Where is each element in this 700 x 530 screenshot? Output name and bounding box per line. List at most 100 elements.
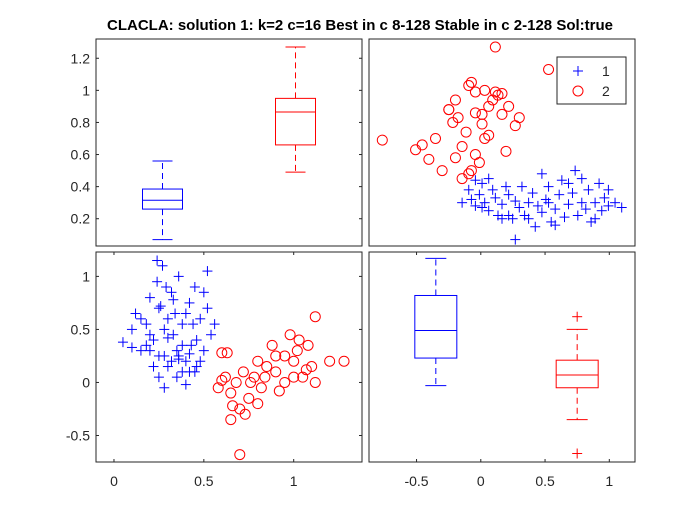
panel-bottom-left-point-plus <box>159 382 170 393</box>
panel-top-right-point-plus <box>599 192 610 203</box>
panel-top-right-point-circle <box>452 112 464 124</box>
panel-bottom-left-point-plus <box>153 303 164 314</box>
panel-bottom-left-point-circle <box>306 361 318 373</box>
panel-bottom-left-point-circle <box>259 371 271 383</box>
panel-bottom-left-point-plus <box>209 319 220 330</box>
panel-top-left-ytick-label: 1.2 <box>71 50 91 66</box>
panel-top-left-ytick-label: 0.6 <box>71 147 91 163</box>
panel-top-right-point-plus <box>457 197 468 208</box>
panel-bottom-left-point-plus <box>173 350 184 361</box>
panel-bottom-left-point-circle <box>300 364 312 376</box>
panel-bottom-left-point-plus <box>144 345 155 356</box>
panel-bottom-right-xtick-label: 0 <box>477 473 485 489</box>
panel-top-right-point-plus <box>580 204 591 215</box>
panel-top-right-point-circle <box>489 41 501 53</box>
panel-top-right-point-plus <box>497 213 507 224</box>
legend: 12 <box>556 56 627 105</box>
legend-label-1: 1 <box>602 63 610 79</box>
panel-bottom-right-frame <box>368 251 636 463</box>
panel-bottom-left-ytick-label: 0 <box>82 374 90 390</box>
panel-bottom-right-xtick-label: -0.5 <box>404 473 428 489</box>
panel-bottom-left-point-plus <box>191 335 202 346</box>
panel-top-right-point-plus <box>497 199 507 210</box>
panel-bottom-left-point-plus <box>162 332 173 343</box>
panel-bottom-right-xtick-label: 0.5 <box>535 473 555 489</box>
panel-bottom-left-point-plus <box>126 324 137 335</box>
panel-top-right-point-plus <box>466 194 477 205</box>
panel-top-left-ytick-label: 0.4 <box>71 179 91 195</box>
panel-bottom-left-point-plus <box>180 379 191 390</box>
panel-top-right-point-plus <box>576 197 587 208</box>
panel-top-right-point-plus <box>563 178 574 189</box>
panel-top-right-point-plus <box>590 197 601 208</box>
panel-top-right-point-plus <box>490 192 501 203</box>
panel-top-right-point-plus <box>470 200 481 211</box>
panel-top-right-point-plus <box>583 184 594 195</box>
panel-top-right-point-plus <box>536 207 547 218</box>
panel-bottom-left-point-circle <box>279 376 291 388</box>
panel-top-right-point-circle <box>449 152 461 164</box>
panel-bottom-left-point-plus <box>159 324 170 335</box>
panel-bottom-left-point-circle <box>324 355 336 367</box>
panel-bottom-left-point-plus <box>173 271 184 282</box>
panel-top-right-point-circle <box>443 104 455 116</box>
box-top-left-1-iqr <box>142 188 183 210</box>
panel-legend-point-circle <box>572 85 584 97</box>
panel-bottom-left-point-circle <box>338 355 350 367</box>
panel-top-right-point-circle <box>436 165 448 177</box>
panel-top-right-point-plus <box>594 178 605 189</box>
panel-top-right-point-plus <box>477 202 488 213</box>
panel-top-right-point-circle <box>430 132 441 144</box>
panel-bottom-left-point-plus <box>144 329 155 340</box>
panel-bottom-left-point-plus <box>202 303 213 314</box>
panel-bottom-left-point-plus <box>170 308 181 319</box>
panel-top-left-ytick-label: 0.8 <box>71 114 91 130</box>
panel-bottom-left-point-plus <box>171 372 182 383</box>
panel-bottom-left-point-plus <box>184 348 195 359</box>
panel-bottom-left-point-circle <box>225 387 237 399</box>
panel-top-right-point-circle <box>416 139 428 151</box>
panel-top-left-ytick-label: 0.2 <box>71 211 91 227</box>
panel-top-right-point-plus <box>477 178 488 189</box>
panel-top-right-point-plus <box>563 199 574 210</box>
panel-top-right-point-plus <box>532 200 543 211</box>
panel-bottom-left-point-circle <box>284 329 296 341</box>
panel-top-right-point-circle <box>503 100 515 112</box>
panel-bottom-left-point-plus <box>198 287 209 298</box>
panel-bottom-left-point-circle <box>288 371 300 383</box>
panel-bottom-left-point-plus <box>206 329 217 340</box>
panel-bottom-left-point-circle <box>261 361 273 373</box>
panel-top-right-point-circle <box>483 100 495 112</box>
panel-top-right-point-plus <box>503 210 514 221</box>
panel-bottom-left-point-plus <box>180 308 191 319</box>
panel-top-right-point-circle <box>513 112 525 124</box>
panel-top-right-point-circle <box>465 165 477 177</box>
panel-top-right-point-plus <box>503 189 514 200</box>
panel-bottom-left-xtick-label: 1 <box>290 473 298 489</box>
panel-bottom-left-point-plus <box>155 301 166 312</box>
panel-top-left-ytick-label: 1 <box>82 82 90 98</box>
panel-bottom-left-point-circle <box>266 339 278 351</box>
panel-bottom-left-point-plus <box>152 255 163 266</box>
panel-bottom-left-point-plus <box>157 260 168 271</box>
panel-bottom-left-point-circle <box>273 385 285 397</box>
panel-bottom-left-point-circle <box>230 376 242 388</box>
panel-top-right-point-plus <box>576 173 587 184</box>
panel-bottom-left-point-circle <box>297 371 309 383</box>
panel-bottom-left-point-circle <box>270 350 282 362</box>
figure-title: CLACLA: solution 1: k=2 c=16 Best in c 8… <box>107 17 613 34</box>
panel-bottom-left-point-plus <box>195 356 206 367</box>
panel-bottom-left-frame <box>95 251 363 463</box>
panel-top-right-point-circle <box>483 129 495 141</box>
panel-top-right-point-circle <box>496 108 508 120</box>
panel-bottom-left-xtick-label: 0.5 <box>194 473 214 489</box>
panel-bottom-left-ytick-label: 0.5 <box>71 321 91 337</box>
panel-top-right-point-circle <box>465 76 477 88</box>
panel-top-right-point-plus <box>570 165 581 176</box>
panel-bottom-left-point-plus <box>135 345 146 356</box>
panel-top-right-point-circle <box>456 141 468 153</box>
panel-top-right-point-circle <box>543 63 555 75</box>
panel-top-right-point-plus <box>567 188 578 199</box>
panel-bottom-left-point-plus <box>166 356 177 367</box>
